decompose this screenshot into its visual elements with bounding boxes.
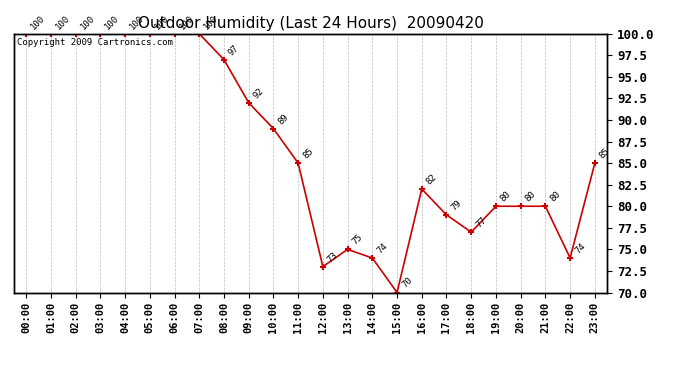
Text: Copyright 2009 Cartronics.com: Copyright 2009 Cartronics.com: [17, 38, 172, 46]
Text: 100: 100: [79, 13, 97, 31]
Text: 100: 100: [152, 13, 170, 31]
Text: 79: 79: [449, 198, 464, 212]
Text: 73: 73: [326, 250, 339, 264]
Text: 80: 80: [549, 190, 562, 204]
Text: 70: 70: [400, 276, 414, 290]
Text: 74: 74: [573, 242, 587, 255]
Text: 74: 74: [375, 242, 389, 255]
Text: 100: 100: [29, 13, 47, 31]
Title: Outdoor Humidity (Last 24 Hours)  20090420: Outdoor Humidity (Last 24 Hours) 2009042…: [137, 16, 484, 31]
Text: 85: 85: [598, 147, 612, 160]
Text: 100: 100: [177, 13, 195, 31]
Text: 100: 100: [104, 13, 121, 31]
Text: 97: 97: [227, 43, 241, 57]
Text: 100: 100: [54, 13, 72, 31]
Text: 92: 92: [252, 86, 266, 100]
Text: 100: 100: [128, 13, 146, 31]
Text: 82: 82: [425, 172, 439, 186]
Text: 80: 80: [499, 190, 513, 204]
Text: 80: 80: [524, 190, 538, 204]
Text: 100: 100: [202, 13, 220, 31]
Text: 75: 75: [351, 233, 364, 247]
Text: 89: 89: [277, 112, 290, 126]
Text: 77: 77: [474, 216, 488, 229]
Text: 85: 85: [301, 147, 315, 160]
